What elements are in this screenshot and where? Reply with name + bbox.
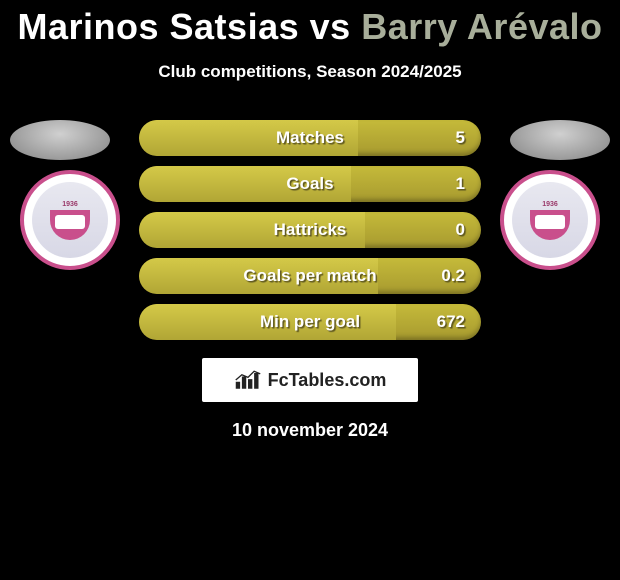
club-badge-year: 1936 <box>62 201 78 208</box>
stat-label: Matches <box>276 128 344 148</box>
stat-row: Hattricks 0 <box>139 212 481 248</box>
player2-name: Barry Arévalo <box>361 6 602 47</box>
stat-label: Goals <box>286 174 333 194</box>
stat-label: Hattricks <box>274 220 347 240</box>
stat-row: Min per goal 672 <box>139 304 481 340</box>
stat-bars: Matches 5 Goals 1 Hattricks 0 Goals per match 0… <box>139 120 481 340</box>
stat-row: Goals 1 <box>139 166 481 202</box>
bar-chart-icon <box>234 369 262 391</box>
comparison-title: Marinos Satsias vs Barry Arévalo <box>0 0 620 48</box>
stat-row: Goals per match 0.2 <box>139 258 481 294</box>
player1-name: Marinos Satsias <box>18 6 300 47</box>
stat-value: 672 <box>437 312 465 332</box>
stat-label: Min per goal <box>260 312 360 332</box>
club-badge-year: 1936 <box>542 201 558 208</box>
stat-value: 1 <box>456 174 465 194</box>
club-crest-icon <box>530 210 570 240</box>
club-badge-inner: 1936 <box>512 182 588 258</box>
club-crest-icon <box>50 210 90 240</box>
competition-subtitle: Club competitions, Season 2024/2025 <box>0 62 620 82</box>
stat-row: Matches 5 <box>139 120 481 156</box>
infographic-root: Marinos Satsias vs Barry Arévalo Club co… <box>0 0 620 441</box>
snapshot-date: 10 november 2024 <box>0 420 620 441</box>
player1-avatar-placeholder <box>10 120 110 160</box>
stat-value: 0 <box>456 220 465 240</box>
club-badge-inner: 1936 <box>32 182 108 258</box>
stat-value: 5 <box>456 128 465 148</box>
stat-label: Goals per match <box>243 266 376 286</box>
player2-avatar-placeholder <box>510 120 610 160</box>
player1-club-badge: 1936 <box>20 170 120 270</box>
stat-value: 0.2 <box>441 266 465 286</box>
stat-area: 1936 1936 Matches 5 Goals 1 Hattricks 0 Goals … <box>0 120 620 340</box>
vs-text: vs <box>310 6 351 47</box>
player2-club-badge: 1936 <box>500 170 600 270</box>
brand-watermark: FcTables.com <box>202 358 418 402</box>
brand-text: FcTables.com <box>268 370 387 391</box>
